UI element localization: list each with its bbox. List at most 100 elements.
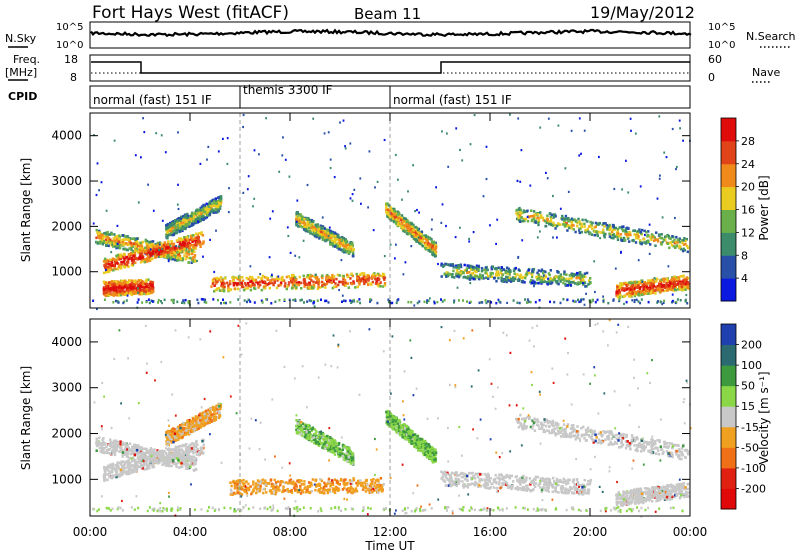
range-time-cell [124,293,127,296]
range-time-cell [257,286,260,289]
range-time-cell [375,273,379,277]
range-time-cell [321,284,324,287]
range-time-cell [497,266,500,270]
range-time-cell [129,452,133,456]
range-time-cell [137,457,140,460]
range-time-cell [127,265,130,268]
range-time-cell [676,288,680,291]
range-time-cell [673,284,677,288]
range-time-cell [414,237,417,241]
scatter-cell [578,117,581,120]
scatter-cell [659,174,661,177]
range-time-cell [287,281,291,284]
ground-scatter-cell [222,298,224,301]
ground-scatter-cell [145,300,148,304]
scatter-cell [278,170,281,173]
range-time-cell [682,243,686,246]
range-time-cell [110,241,113,245]
range-time-cell [146,258,149,261]
range-time-cell [675,283,678,286]
range-time-cell [174,231,178,234]
scatter-cell [167,260,170,263]
range-time-cell [673,238,676,242]
range-time-cell [542,270,546,273]
range-time-cell [127,261,130,264]
range-time-cell [111,281,115,285]
range-time-cell [98,229,101,233]
range-time-cell [124,283,128,287]
range-time-cell [447,263,450,266]
range-time-cell [205,215,209,219]
range-time-cell [574,230,577,234]
ground-scatter-cell [526,298,529,301]
range-time-cell [466,277,469,280]
range-time-cell [108,269,111,272]
range-time-cell [414,225,417,229]
range-time-cell [173,224,177,228]
scatter-cell [564,167,567,170]
range-time-cell [106,262,109,265]
range-time-cell [419,242,422,245]
scatter-cell [344,145,346,148]
range-time-cell [579,278,583,282]
range-time-cell [549,280,552,283]
cpid-label: CPID [8,90,37,103]
ground-scatter-cell [370,298,373,302]
range-time-cell [151,285,155,289]
range-time-cell [104,238,108,242]
range-time-cell [244,287,247,290]
range-time-cell [336,238,339,241]
range-time-cell [123,248,126,251]
range-time-cell [581,218,584,222]
range-time-cell [618,290,621,294]
range-time-cell [327,278,330,282]
range-time-cell [316,230,319,233]
range-time-cell [130,288,133,291]
station-title: Fort Hays West (fitACF) [92,3,289,23]
range-time-cell [102,235,105,238]
range-time-cell [132,292,136,295]
scatter-cell [526,215,529,218]
range-time-cell [220,284,223,287]
range-time-cell [331,234,334,238]
range-time-cell [397,212,401,216]
range-time-cell [175,239,179,242]
scatter-cell [359,177,362,180]
scatter-cell [620,251,622,254]
range-time-cell [121,292,125,295]
range-time-cell [485,269,488,272]
range-time-cell [575,273,579,277]
range-time-cell [565,225,568,228]
range-time-cell [551,224,554,227]
range-time-cell [123,262,126,266]
range-time-cell [416,230,419,234]
range-time-cell [102,271,106,275]
range-time-cell [487,277,490,280]
range-time-cell [125,289,129,292]
range-time-cell [357,276,361,279]
range-time-cell [643,290,646,294]
range-time-cell [376,282,379,285]
range-time-cell [408,232,412,235]
range-time-cell [512,269,516,273]
range-time-cell [236,287,240,291]
range-time-cell [257,276,260,279]
range-time-cell [650,290,653,294]
range-time-cell [443,273,446,276]
ground-scatter-cell [148,301,151,305]
range-time-cell [342,274,345,278]
range-time-cell [632,288,636,291]
range-time-cell [480,267,484,270]
range-time-cell [116,245,119,249]
range-time-cell [676,238,679,242]
range-time-cell [125,287,128,290]
range-time-cell [649,292,652,295]
range-time-cell [669,287,672,291]
range-time-cell [141,283,144,286]
range-time-cell [112,237,115,240]
range-time-cell [215,205,218,209]
nsearch-label: N.Search [746,30,796,43]
range-time-cell [568,274,571,277]
range-time-cell [678,246,681,249]
range-time-cell [131,290,134,294]
